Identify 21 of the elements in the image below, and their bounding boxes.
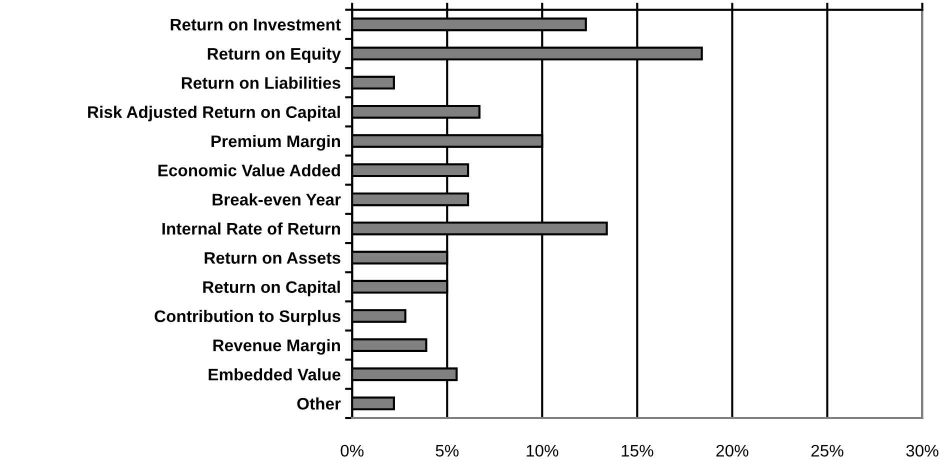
- x-tick-label: 10%: [526, 444, 558, 457]
- x-tick-label: 5%: [436, 444, 459, 457]
- x-tick-label: 25%: [811, 444, 844, 457]
- y-tick-label: Return on Capital: [203, 280, 340, 296]
- y-tick-label: Return on Assets: [204, 252, 340, 264]
- y-tick-label: Risk Adjusted Return on Capital: [88, 106, 340, 122]
- y-tick-label: Economic Value Added: [158, 164, 340, 176]
- y-tick-label: Other: [297, 397, 341, 410]
- x-tick-label: 30%: [906, 444, 938, 457]
- y-tick-label: Return on Equity: [208, 47, 341, 64]
- y-tick-label: Premium Margin: [212, 134, 340, 151]
- y-tick-label: Return on Liabilities: [182, 76, 340, 89]
- y-tick-label: Return on Investment: [170, 18, 341, 31]
- y-tick-label: Internal Rate of Return: [162, 222, 340, 235]
- x-tick-label: 20%: [716, 444, 748, 457]
- x-tick-label: 15%: [622, 444, 654, 457]
- x-tick-label: 0%: [340, 444, 364, 457]
- y-tick-label: Revenue Margin: [213, 339, 340, 355]
- y-tick-label: Embedded Value: [208, 368, 340, 380]
- y-tick-label: Contribution to Surplus: [154, 310, 340, 326]
- y-tick-label: Break-even Year: [212, 193, 341, 206]
